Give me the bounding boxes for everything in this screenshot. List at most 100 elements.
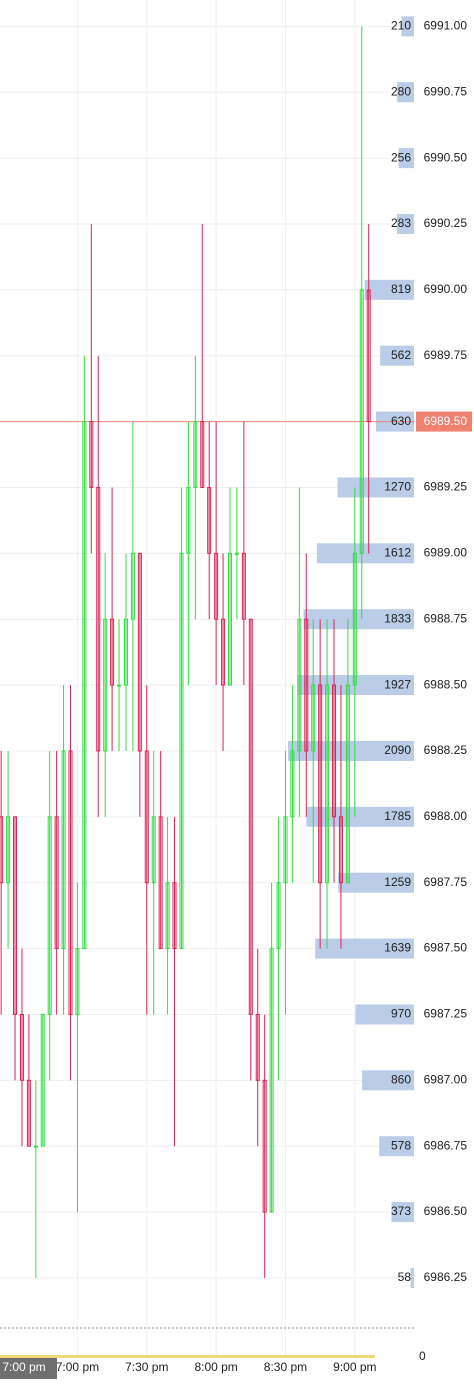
profile-label: 1270 [384,480,411,494]
candle-body [255,1013,260,1081]
x-tick-label: 8:30 pm [264,1360,307,1374]
candle-body [248,618,253,1015]
y-tick-label: 6991.00 [424,19,468,33]
candle-body [103,618,108,752]
profile-label: 1785 [384,809,411,823]
profile-bar [303,609,414,630]
candle-body [318,684,323,884]
y-tick-label: 6989.25 [424,480,468,494]
profile-bar [401,16,414,37]
candle-body [82,421,87,950]
candle-body [75,948,80,1015]
candle-body [47,816,52,1015]
candle-body [96,486,101,752]
y-tick-label: 6986.25 [424,1270,468,1284]
candle-body [0,816,4,884]
candle-body [332,684,337,818]
profile-bar [288,740,414,761]
candle-body [179,552,184,950]
x-tick-label: 8:00 pm [194,1360,237,1374]
profile-label: 578 [391,1138,411,1152]
candle-body [26,1079,31,1147]
candle-body [262,1079,267,1213]
profile-label: 1612 [384,546,411,560]
profile-label: 373 [391,1204,411,1218]
profile-bar [398,148,414,169]
candle-body [117,684,122,687]
candle-body [165,882,170,950]
y-tick-label: 6988.50 [424,677,468,691]
candle-body [193,421,198,488]
y-tick-label: 6989.75 [424,348,468,362]
x-tick-label: 9:00 pm [333,1360,376,1374]
candle-body [68,750,73,1015]
profile-label: 1833 [384,611,411,625]
profile-label: 58 [398,1270,412,1284]
volume-tick-label: 0 [419,1349,426,1363]
profile-label: 2090 [384,743,411,757]
profile-label: 1259 [384,875,411,889]
y-tick-label: 6990.25 [424,216,468,230]
candle-body [144,750,149,884]
profile-label: 280 [391,84,411,98]
profile-bar [362,1070,414,1091]
candle-body [325,684,330,884]
crosshair-label: 7:00 pm [2,1360,45,1374]
candle-body [366,289,371,423]
candle-body [137,552,142,752]
candle-body [311,684,316,752]
candle-body [207,486,212,554]
candle-body [110,618,115,686]
candle-body [158,816,163,950]
candle-body [221,618,226,686]
candle-body [151,816,156,884]
candle-body [6,816,11,884]
candle-body [33,1145,38,1148]
candle-body [338,816,343,884]
y-tick-label: 6987.75 [424,875,468,889]
candle-body [345,684,350,884]
candle-body [304,618,309,752]
profile-bar [391,1202,414,1223]
profile-bar [355,1004,414,1025]
y-tick-label: 6990.50 [424,150,468,164]
candle-body [61,750,66,950]
profile-label: 1927 [384,677,411,691]
profile-bar [306,806,414,827]
candle-body [276,882,281,950]
profile-bar [396,213,414,234]
y-tick-label: 6988.25 [424,743,468,757]
profile-bar [337,477,414,498]
y-tick-label: 6987.25 [424,1007,468,1021]
x-tick-label: 7:00 pm [56,1360,99,1374]
profile-label: 860 [391,1072,411,1086]
last-price-label: 6989.50 [424,414,468,428]
profile-bar [410,1267,414,1288]
profile-bar [338,872,414,893]
y-tick-label: 6986.50 [424,1204,468,1218]
x-tick-label: 7:30 pm [125,1360,168,1374]
y-tick-label: 6987.00 [424,1072,468,1086]
profile-bar [380,345,414,366]
candle-body [297,618,302,752]
candle-body [186,486,191,554]
candle-body [290,750,295,818]
candle-body [234,552,239,555]
y-tick-label: 6988.00 [424,809,468,823]
candle-body [13,816,18,1015]
y-tick-label: 6987.50 [424,941,468,955]
profile-label: 562 [391,348,411,362]
profile-bar [379,1136,414,1157]
profile-label: 1639 [384,941,411,955]
candle-body [89,421,94,488]
profile-label: 283 [391,216,411,230]
crosshair-box [0,1358,57,1379]
candle-body [241,552,246,620]
y-tick-label: 6990.75 [424,84,468,98]
y-tick-label: 6990.00 [424,282,468,296]
candle-body [130,552,135,620]
candle-body [54,816,59,950]
candle-body [359,289,364,554]
profile-label: 256 [391,150,411,164]
